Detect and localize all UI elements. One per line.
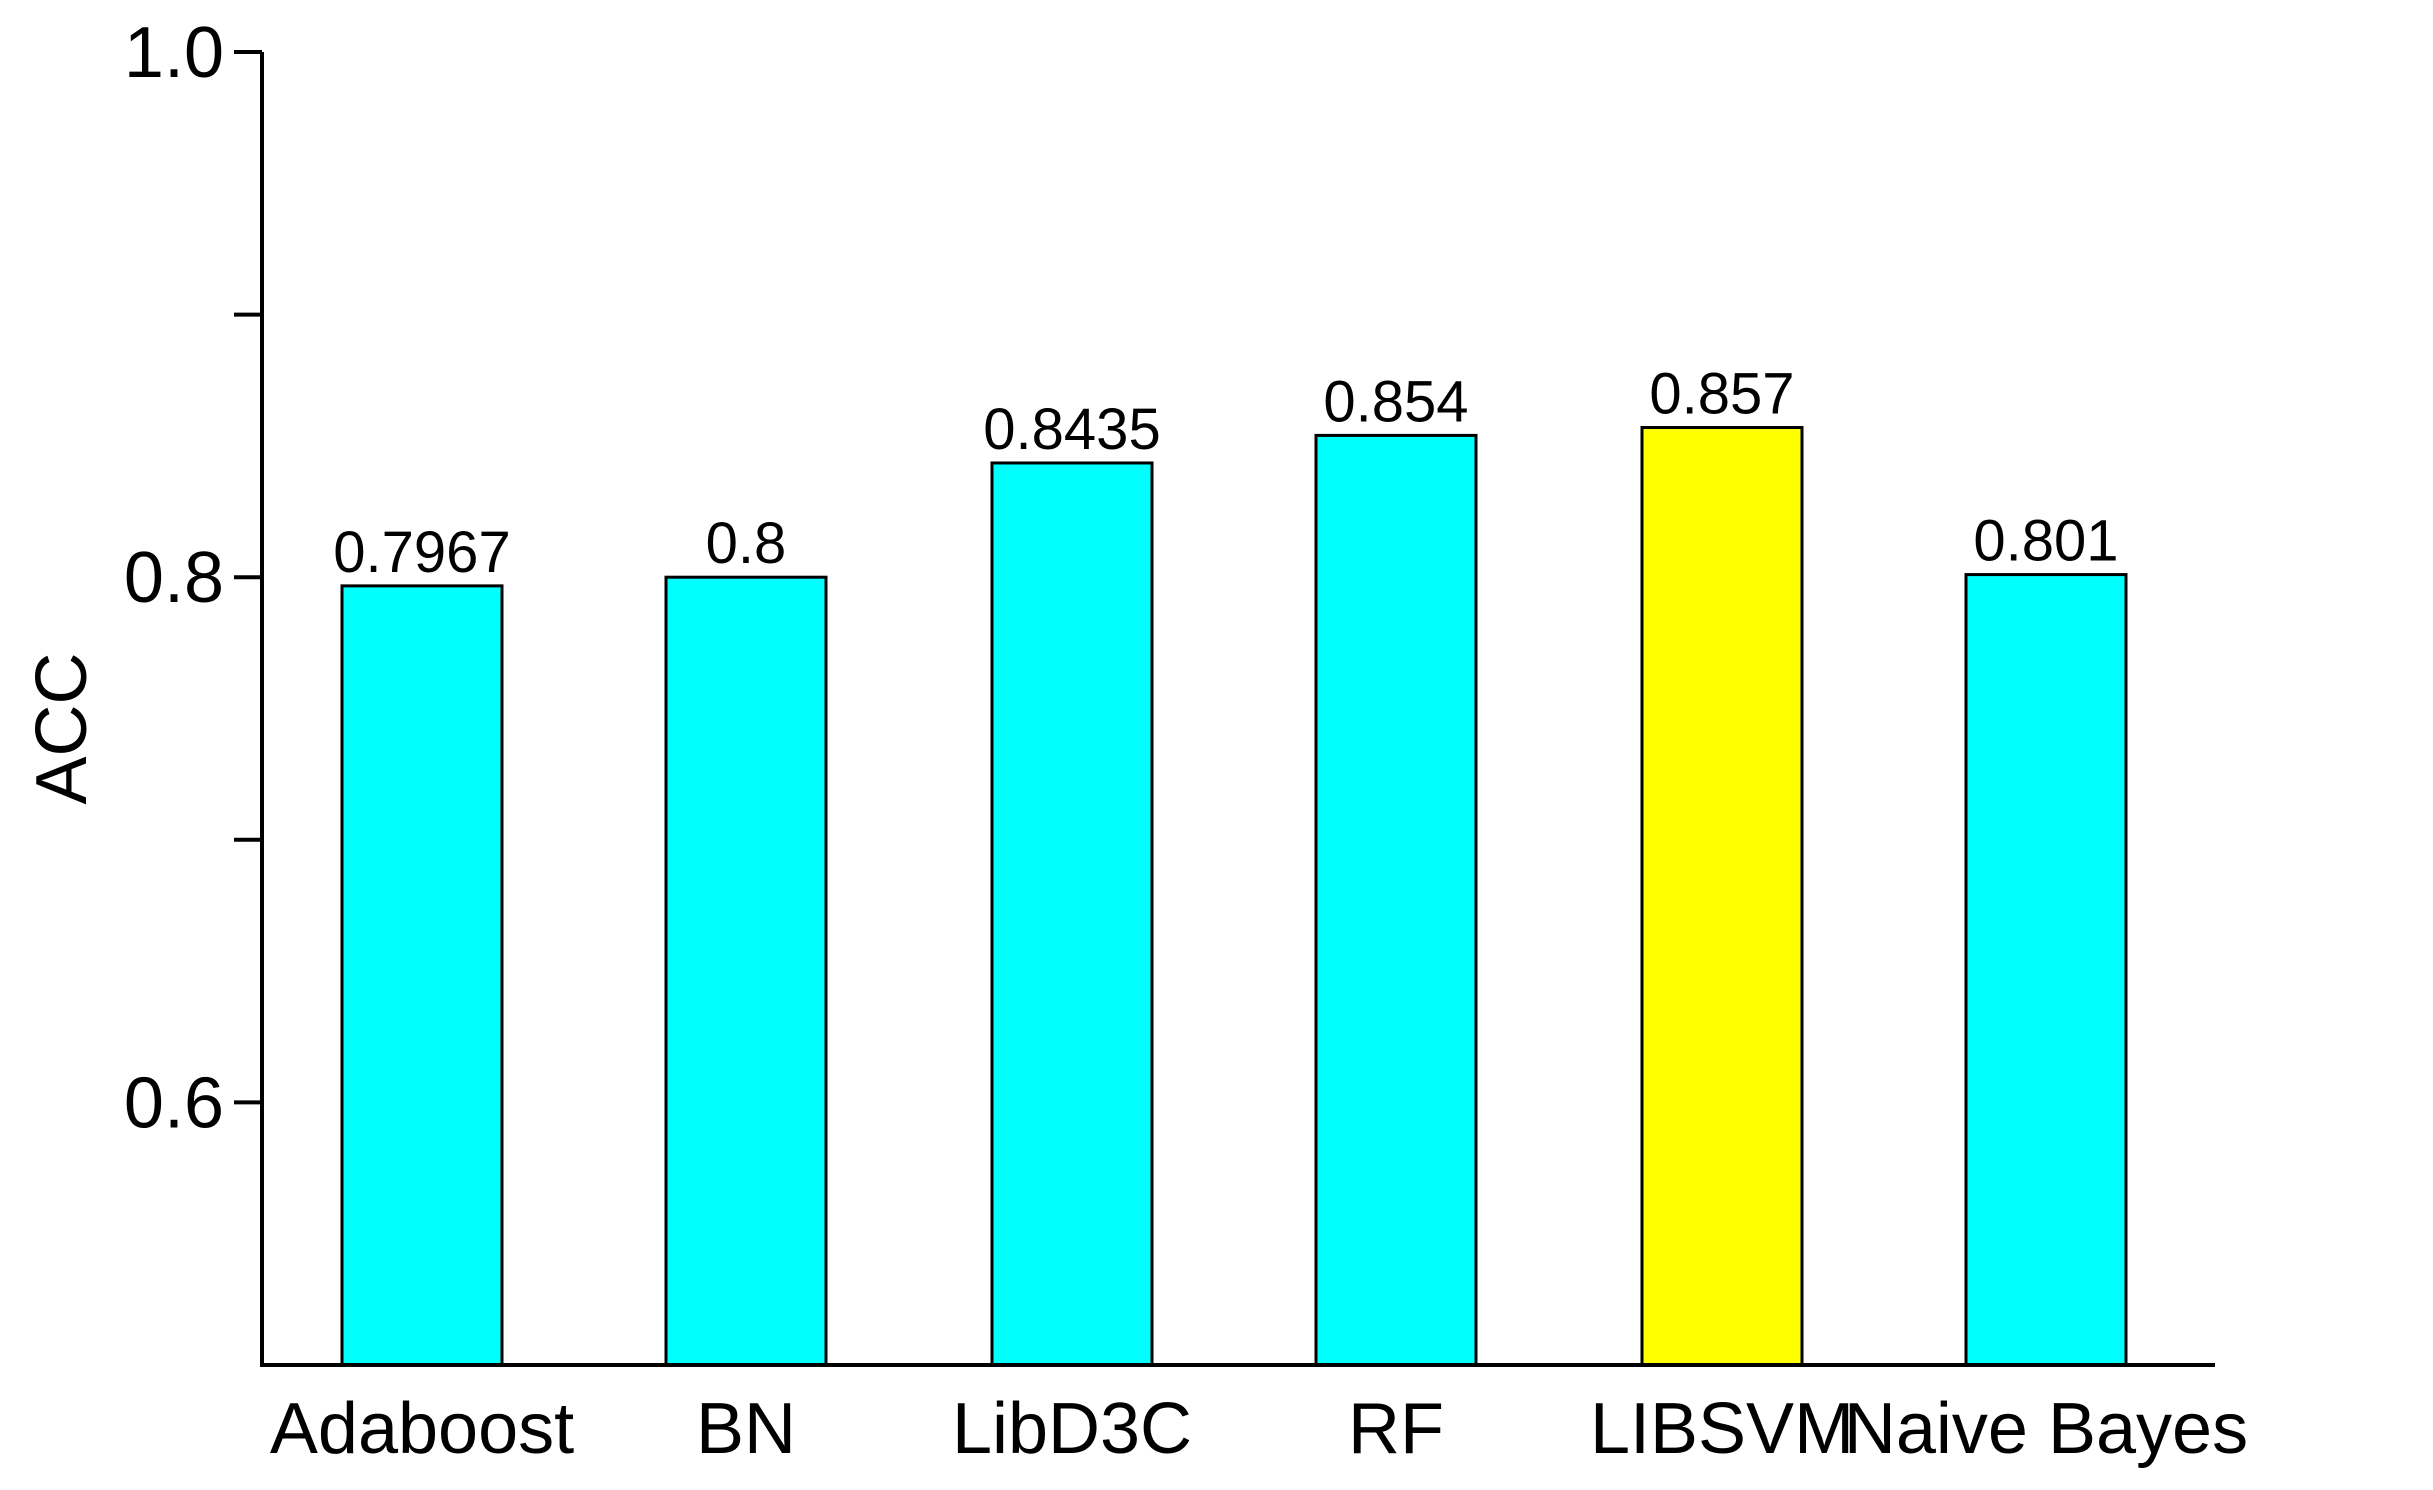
y-tick-label: 0.6 (124, 1063, 224, 1143)
category-label: LIBSVM (1590, 1389, 1854, 1469)
bar-libd3c (990, 461, 1154, 1367)
category-label: BN (696, 1389, 796, 1469)
data-label: 0.8435 (983, 397, 1160, 462)
bar-rf (1314, 433, 1478, 1367)
y-axis-ticks: 0.6 0.8 1.0 (124, 13, 262, 1143)
data-label: 0.857 (1649, 362, 1794, 427)
y-axis-title: ACC (22, 652, 102, 804)
data-label: 0.801 (1973, 509, 2118, 574)
y-tick-label: 1.0 (124, 13, 224, 93)
bar-naive-bayes (1964, 573, 2128, 1367)
bar-bn (664, 575, 828, 1367)
category-label: Naive Bayes (1844, 1389, 2248, 1469)
data-label: 0.7967 (333, 520, 510, 585)
data-label: 0.8 (706, 511, 787, 576)
bar-libsvm (1640, 426, 1804, 1367)
bar-adaboost (340, 584, 504, 1367)
data-label: 0.854 (1323, 369, 1468, 434)
category-label: Adaboost (270, 1389, 574, 1469)
category-label: RF (1348, 1389, 1444, 1469)
data-labels: 0.7967 0.8 0.8435 0.854 0.857 0.801 (333, 362, 2118, 585)
bars (340, 426, 2128, 1367)
y-tick-label: 0.8 (124, 538, 224, 618)
category-label: LibD3C (952, 1389, 1192, 1469)
